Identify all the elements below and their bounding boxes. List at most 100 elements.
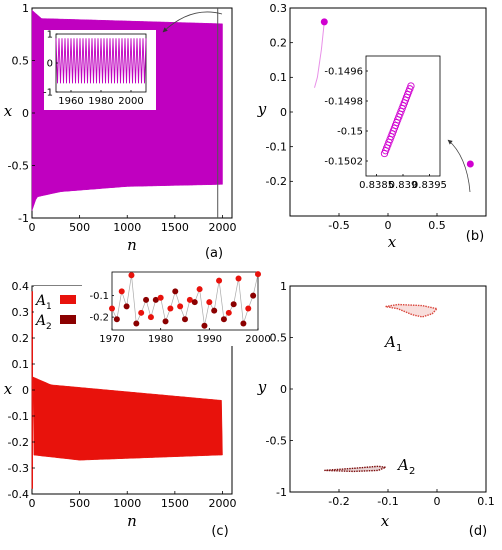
inset-b-xtick-label-0: 0.8385 [359,180,394,191]
inset-a-ytick-label-2: -1 [43,88,53,99]
inset-c-point-21 [211,307,218,314]
inset-c-point-13 [172,288,179,295]
c-ytick-label-3: -0.1 [8,410,29,423]
inset-c-point-4 [128,272,135,279]
inset-c-point-20 [206,299,213,306]
c-xtick-label-1: 500 [69,497,90,510]
b-xtick-label-2: 0.5 [428,219,446,232]
panel-a-xlabel: n [127,236,137,254]
inset-c-xtick-label-0: 1970 [99,334,124,345]
inset-c-point-30 [255,271,261,278]
b-ytick-label-3: 0.1 [270,71,288,84]
panel-b-axes: -0.5 0 0.5 -0.2 -0.1 0 0.1 0.2 0.3 [266,2,446,232]
inset-c-point-12 [167,305,174,312]
inset-c-point-0 [109,305,115,312]
c-ytick-label-2: -0.2 [8,436,29,449]
inset-c-point-8 [147,314,154,321]
inset-c-point-15 [182,316,188,323]
inset-a-xtick-label-1: 1980 [88,96,113,107]
d-xtick-label-0: -0.2 [328,495,349,508]
panel-a-axes: 0 500 1000 1500 2000 -1 -0.5 0 0.5 1 [8,2,237,234]
legend-c-swatch-1 [60,315,76,324]
panel-d: -0.2 -0.1 0 0.1-1-0.500.51A 1A 2 x y (d) [257,280,495,539]
b-ytick-label-2: 0 [280,106,287,119]
panel-d-axes: -0.2 -0.1 0 0.1-1-0.500.51A 1A 2 [266,280,495,508]
a-ytick-label-4: 1 [22,2,29,15]
inset-a-ytick-label-1: 0 [47,59,53,70]
inset-a-xtick-label-2: 2000 [118,96,143,107]
d-ytick-label-3: 0.5 [270,331,288,344]
panel-c-plot [31,291,223,489]
a-ytick-label-1: -0.5 [8,159,29,172]
panel-a-inset: 1960 1980 2000 1 0 -1 [43,11,223,110]
inset-c-point-10 [157,294,164,301]
inset-b-ytick-label-2: -0.15 [337,127,363,138]
inset-c-point-25 [230,301,237,308]
inset-c-point-14 [177,303,184,310]
b-ytick-label-4: 0.2 [270,37,288,50]
d-ytick-label-2: 0 [280,383,287,396]
a-xtick-label-1: 500 [69,221,90,234]
inset-c-point-29 [250,292,257,299]
panel-b: -0.5 0 0.5 -0.2 -0.1 0 0.1 0.2 0.3 x y (b) 0.838… [257,2,487,251]
panel-b-xlabel: x [388,233,397,251]
inset-c-point-22 [216,277,223,284]
a-xtick-label-3: 1500 [161,221,189,234]
attractor-d-1 [324,465,389,473]
legend-c-label-sub-0: 1 [46,302,52,312]
a-xtick-label-2: 1000 [113,221,141,234]
panel-c-axes: 0 500 1000 1500 2000 -0.4 -0.3 -0.2 -0.1 0 0.1 0.2 0… [8,280,237,510]
inset-c-point-26 [235,275,242,282]
inset-c-point-28 [245,305,252,312]
inset-b-point-24 [407,82,415,90]
inset-c-point-3 [123,303,130,310]
inset-a-ytick-label-0: 1 [47,30,53,41]
d-ytick-label-0: -1 [276,486,287,499]
inset-b-arrow [447,139,471,193]
point-b-0 [320,18,328,26]
inset-c-ytick-label-1: -0.2 [89,313,109,324]
inset-a-arrow [162,11,223,33]
inset-a-xtick-label-0: 1960 [58,96,83,107]
legend-c-swatch-0 [60,295,76,304]
c-xtick-label-2: 1000 [113,497,141,510]
b-ytick-label-1: -0.1 [266,141,287,154]
d-xtick-label-3: 0.1 [477,495,495,508]
inset-c-point-9 [152,296,159,303]
a-xtick-label-4: 2000 [208,221,236,234]
inset-c-point-23 [220,316,227,323]
inset-c-point-1 [113,316,120,323]
attractor-d-label-0: A [383,333,396,351]
inset-c-xtick-label-2: 1990 [197,334,222,345]
attractor-d-label-sub-0: 1 [396,343,402,354]
panel-b-label: (b) [466,229,484,244]
panel-a-label: (a) [205,246,223,261]
inset-c-point-27 [240,320,247,327]
panel-d-ylabel: y [257,378,267,396]
c-xtick-label-0: 0 [29,497,36,510]
c-ytick-label-0: -0.4 [8,488,29,501]
attractor-d-label-1: A [396,456,409,474]
inset-b-xtick-label-1: 0.839 [389,180,418,191]
point-b-1 [466,160,474,168]
d-xtick-label-1: -0.1 [377,495,398,508]
panel-d-frame [289,285,487,493]
inset-c-point-11 [162,318,169,325]
b-xtick-label-1: 0 [385,219,392,232]
attractor-d-label-sub-1: 2 [409,466,415,477]
inset-c-point-16 [186,296,193,303]
panel-b-plot [314,18,474,168]
d-xtick-label-2: 0 [434,495,441,508]
inset-b-ytick-label-3: -0.1502 [324,157,363,168]
panel-c-ylabel: x [4,380,13,398]
inset-c-xtick-label-3: 2000 [245,334,270,345]
panel-d-label: (d) [469,524,487,539]
b-ytick-label-5: 0.3 [270,2,288,15]
inset-a-series [55,38,147,84]
c-ytick-label-5: 0.1 [12,358,30,371]
panel-c-xlabel: n [127,512,137,530]
c-xtick-label-4: 2000 [208,497,236,510]
inset-c-point-6 [138,309,145,316]
c-ytick-label-6: 0.2 [12,332,30,345]
